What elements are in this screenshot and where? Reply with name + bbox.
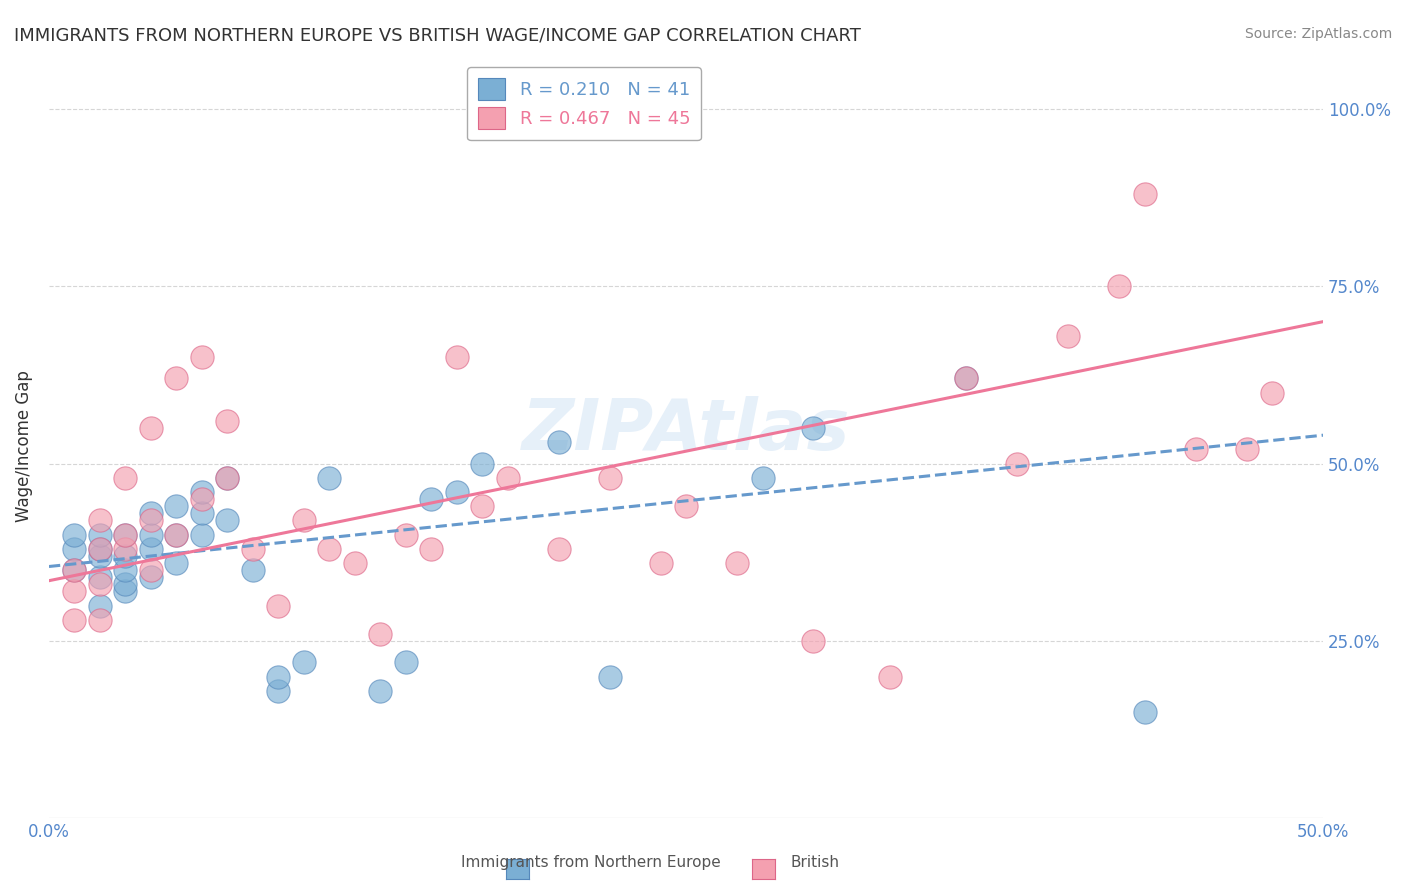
Point bbox=[267, 683, 290, 698]
Point bbox=[1133, 705, 1156, 719]
Point bbox=[242, 541, 264, 556]
Point bbox=[191, 485, 214, 500]
Point bbox=[139, 570, 162, 584]
Point bbox=[114, 527, 136, 541]
Point bbox=[165, 556, 187, 570]
Point bbox=[114, 577, 136, 591]
Point bbox=[471, 457, 494, 471]
Point bbox=[267, 599, 290, 613]
Point bbox=[114, 471, 136, 485]
Point bbox=[63, 584, 86, 599]
Point bbox=[318, 541, 340, 556]
Point bbox=[191, 350, 214, 364]
Point bbox=[471, 499, 494, 513]
Point bbox=[165, 371, 187, 385]
Point bbox=[139, 541, 162, 556]
Point bbox=[114, 563, 136, 577]
Point bbox=[368, 683, 391, 698]
Point bbox=[89, 613, 111, 627]
Point bbox=[879, 669, 901, 683]
Point bbox=[63, 563, 86, 577]
Point bbox=[1007, 457, 1029, 471]
Point bbox=[114, 541, 136, 556]
Text: IMMIGRANTS FROM NORTHERN EUROPE VS BRITISH WAGE/INCOME GAP CORRELATION CHART: IMMIGRANTS FROM NORTHERN EUROPE VS BRITI… bbox=[14, 27, 860, 45]
Point bbox=[420, 541, 443, 556]
Point bbox=[114, 584, 136, 599]
Point bbox=[368, 627, 391, 641]
Point bbox=[803, 421, 825, 435]
Point bbox=[217, 513, 239, 527]
Point bbox=[191, 492, 214, 507]
Point bbox=[89, 527, 111, 541]
Legend: R = 0.210   N = 41, R = 0.467   N = 45: R = 0.210 N = 41, R = 0.467 N = 45 bbox=[467, 68, 702, 140]
Point bbox=[139, 421, 162, 435]
Point bbox=[242, 563, 264, 577]
Point bbox=[395, 527, 418, 541]
Text: ZIPAtlas: ZIPAtlas bbox=[522, 396, 851, 466]
Point bbox=[114, 549, 136, 563]
Point bbox=[139, 527, 162, 541]
Point bbox=[1133, 186, 1156, 201]
Point bbox=[63, 563, 86, 577]
Point bbox=[496, 471, 519, 485]
Point bbox=[165, 527, 187, 541]
Point bbox=[446, 485, 468, 500]
Point bbox=[343, 556, 366, 570]
Point bbox=[63, 613, 86, 627]
Point bbox=[547, 435, 569, 450]
Y-axis label: Wage/Income Gap: Wage/Income Gap bbox=[15, 370, 32, 522]
Point bbox=[725, 556, 748, 570]
Point bbox=[217, 471, 239, 485]
Point bbox=[420, 492, 443, 507]
Point bbox=[217, 471, 239, 485]
Point bbox=[191, 506, 214, 520]
Point bbox=[1261, 385, 1284, 400]
Point bbox=[89, 599, 111, 613]
Point bbox=[89, 549, 111, 563]
Point bbox=[292, 513, 315, 527]
Point bbox=[139, 506, 162, 520]
Point bbox=[217, 414, 239, 428]
Point bbox=[547, 541, 569, 556]
Point bbox=[1184, 442, 1206, 457]
Point bbox=[955, 371, 977, 385]
Point bbox=[89, 513, 111, 527]
Point bbox=[89, 570, 111, 584]
Point bbox=[446, 350, 468, 364]
Point bbox=[165, 527, 187, 541]
Point bbox=[89, 541, 111, 556]
Point bbox=[1236, 442, 1258, 457]
Text: Immigrants from Northern Europe: Immigrants from Northern Europe bbox=[461, 855, 720, 870]
Point bbox=[395, 656, 418, 670]
Point bbox=[139, 513, 162, 527]
Point bbox=[1057, 328, 1080, 343]
Point bbox=[675, 499, 697, 513]
Point bbox=[191, 527, 214, 541]
Point bbox=[650, 556, 672, 570]
Point bbox=[89, 577, 111, 591]
Point bbox=[292, 656, 315, 670]
Text: British: British bbox=[792, 855, 839, 870]
Point bbox=[63, 527, 86, 541]
Point bbox=[63, 541, 86, 556]
Point bbox=[165, 499, 187, 513]
Point bbox=[599, 669, 621, 683]
Point bbox=[751, 471, 773, 485]
Point bbox=[599, 471, 621, 485]
Text: Source: ZipAtlas.com: Source: ZipAtlas.com bbox=[1244, 27, 1392, 41]
Point bbox=[139, 563, 162, 577]
Point bbox=[803, 634, 825, 648]
Point bbox=[955, 371, 977, 385]
Point bbox=[1108, 279, 1130, 293]
Point bbox=[318, 471, 340, 485]
Point bbox=[89, 541, 111, 556]
Point bbox=[114, 527, 136, 541]
Point bbox=[267, 669, 290, 683]
